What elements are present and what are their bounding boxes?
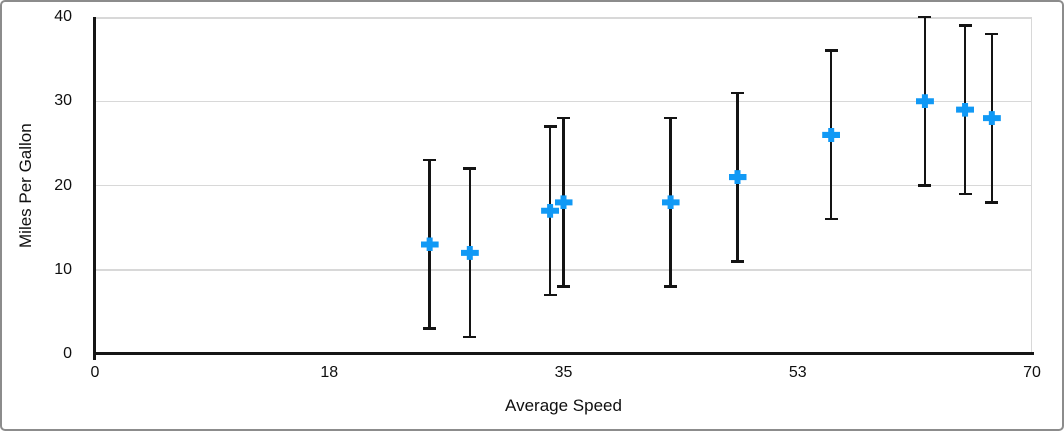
y-tick-label-0: 0 bbox=[63, 345, 72, 362]
error-bar-cap-bottom bbox=[985, 201, 999, 204]
error-bar-cap-bottom bbox=[731, 260, 744, 263]
x-tick-label-18: 18 bbox=[320, 364, 339, 381]
data-point-marker-6[interactable] bbox=[728, 170, 747, 185]
data-point-marker-10[interactable] bbox=[982, 111, 1001, 126]
x-tick-label-0: 0 bbox=[90, 364, 100, 381]
data-point-marker-1[interactable] bbox=[420, 237, 439, 252]
data-point-marker-2[interactable] bbox=[460, 245, 479, 260]
error-bar-cap-top bbox=[731, 91, 744, 95]
y-tick-label-10: 10 bbox=[54, 260, 72, 278]
error-bar-cap-top bbox=[958, 24, 972, 27]
plot-right-border bbox=[1030, 17, 1032, 354]
error-bar-cap-top bbox=[664, 116, 678, 120]
x-tick-label-53: 53 bbox=[788, 364, 807, 381]
data-point-marker-4[interactable] bbox=[554, 195, 573, 210]
error-bar-cap-top bbox=[463, 167, 477, 170]
data-point-marker-5[interactable] bbox=[661, 195, 680, 210]
error-bar-cap-bottom bbox=[918, 184, 932, 187]
error-bar-cap-bottom bbox=[543, 293, 557, 297]
error-bar-cap-bottom bbox=[824, 217, 838, 221]
data-point-marker-7[interactable] bbox=[822, 127, 841, 142]
error-bar-cap-bottom bbox=[664, 285, 678, 288]
y-tick-label-20: 20 bbox=[54, 176, 72, 194]
data-point-marker-9[interactable] bbox=[956, 102, 975, 117]
error-bar-cap-bottom bbox=[557, 285, 570, 288]
error-bar-cap-bottom bbox=[423, 327, 437, 330]
data-point-marker-3[interactable] bbox=[541, 203, 560, 218]
x-axis-title: Average Speed bbox=[505, 396, 622, 415]
x-axis-line bbox=[93, 352, 1034, 355]
y-tick-label-30: 30 bbox=[54, 92, 72, 110]
data-point-marker-8[interactable] bbox=[915, 94, 934, 109]
error-bar-cap-bottom bbox=[463, 335, 477, 339]
error-bar-cap-bottom bbox=[958, 192, 972, 196]
x-tick-label-35: 35 bbox=[554, 364, 573, 381]
error-bar-cap-top bbox=[423, 158, 437, 162]
gridline-y-40 bbox=[95, 17, 1032, 19]
error-bar-cap-top bbox=[985, 32, 999, 36]
y-tick-label-40: 40 bbox=[54, 8, 72, 25]
error-bar-cap-top bbox=[557, 116, 570, 120]
plot-area bbox=[93, 15, 1034, 360]
error-bar-cap-top bbox=[543, 125, 557, 128]
error-bar-cap-top bbox=[918, 15, 932, 19]
y-axis-line bbox=[93, 17, 96, 360]
error-bar-cap-top bbox=[824, 49, 838, 52]
gridline-y-30 bbox=[95, 100, 1032, 102]
x-tick-label-70: 70 bbox=[1023, 364, 1041, 381]
